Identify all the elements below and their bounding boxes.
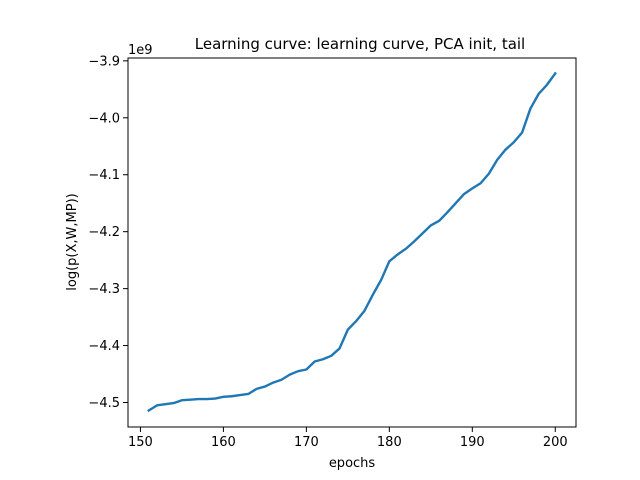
y-tick-label: −4.0 xyxy=(88,111,120,126)
chart-title: Learning curve: learning curve, PCA init… xyxy=(195,35,525,53)
axes-frame xyxy=(127,57,577,428)
y-tick-label: −4.3 xyxy=(88,282,120,297)
y-axis-label: log(p(X,W,MP)) xyxy=(65,193,80,290)
plot-area xyxy=(147,71,557,413)
y-tick-label: −4.1 xyxy=(88,168,120,183)
series-line-0 xyxy=(147,71,557,413)
x-tick-label: 150 xyxy=(128,435,153,450)
x-tick-label: 170 xyxy=(294,435,319,450)
x-tick-label: 160 xyxy=(211,435,236,450)
y-tick-label: −3.9 xyxy=(88,54,120,69)
x-tick-label: 200 xyxy=(543,435,568,450)
y-tick-label: −4.4 xyxy=(88,339,120,354)
x-tick-label: 180 xyxy=(377,435,402,450)
y-tick-label: −4.5 xyxy=(88,396,120,411)
x-axis-label: epochs xyxy=(329,456,376,471)
x-axis: 150 160 170 180 190 200 xyxy=(128,427,568,450)
x-tick-label: 190 xyxy=(460,435,485,450)
y-offset-label: 1e9 xyxy=(128,43,153,58)
y-axis: −4.5 −4.4 −4.3 −4.2 −4.1 −4.0 −3.9 xyxy=(88,54,128,411)
y-tick-label: −4.2 xyxy=(88,225,120,240)
